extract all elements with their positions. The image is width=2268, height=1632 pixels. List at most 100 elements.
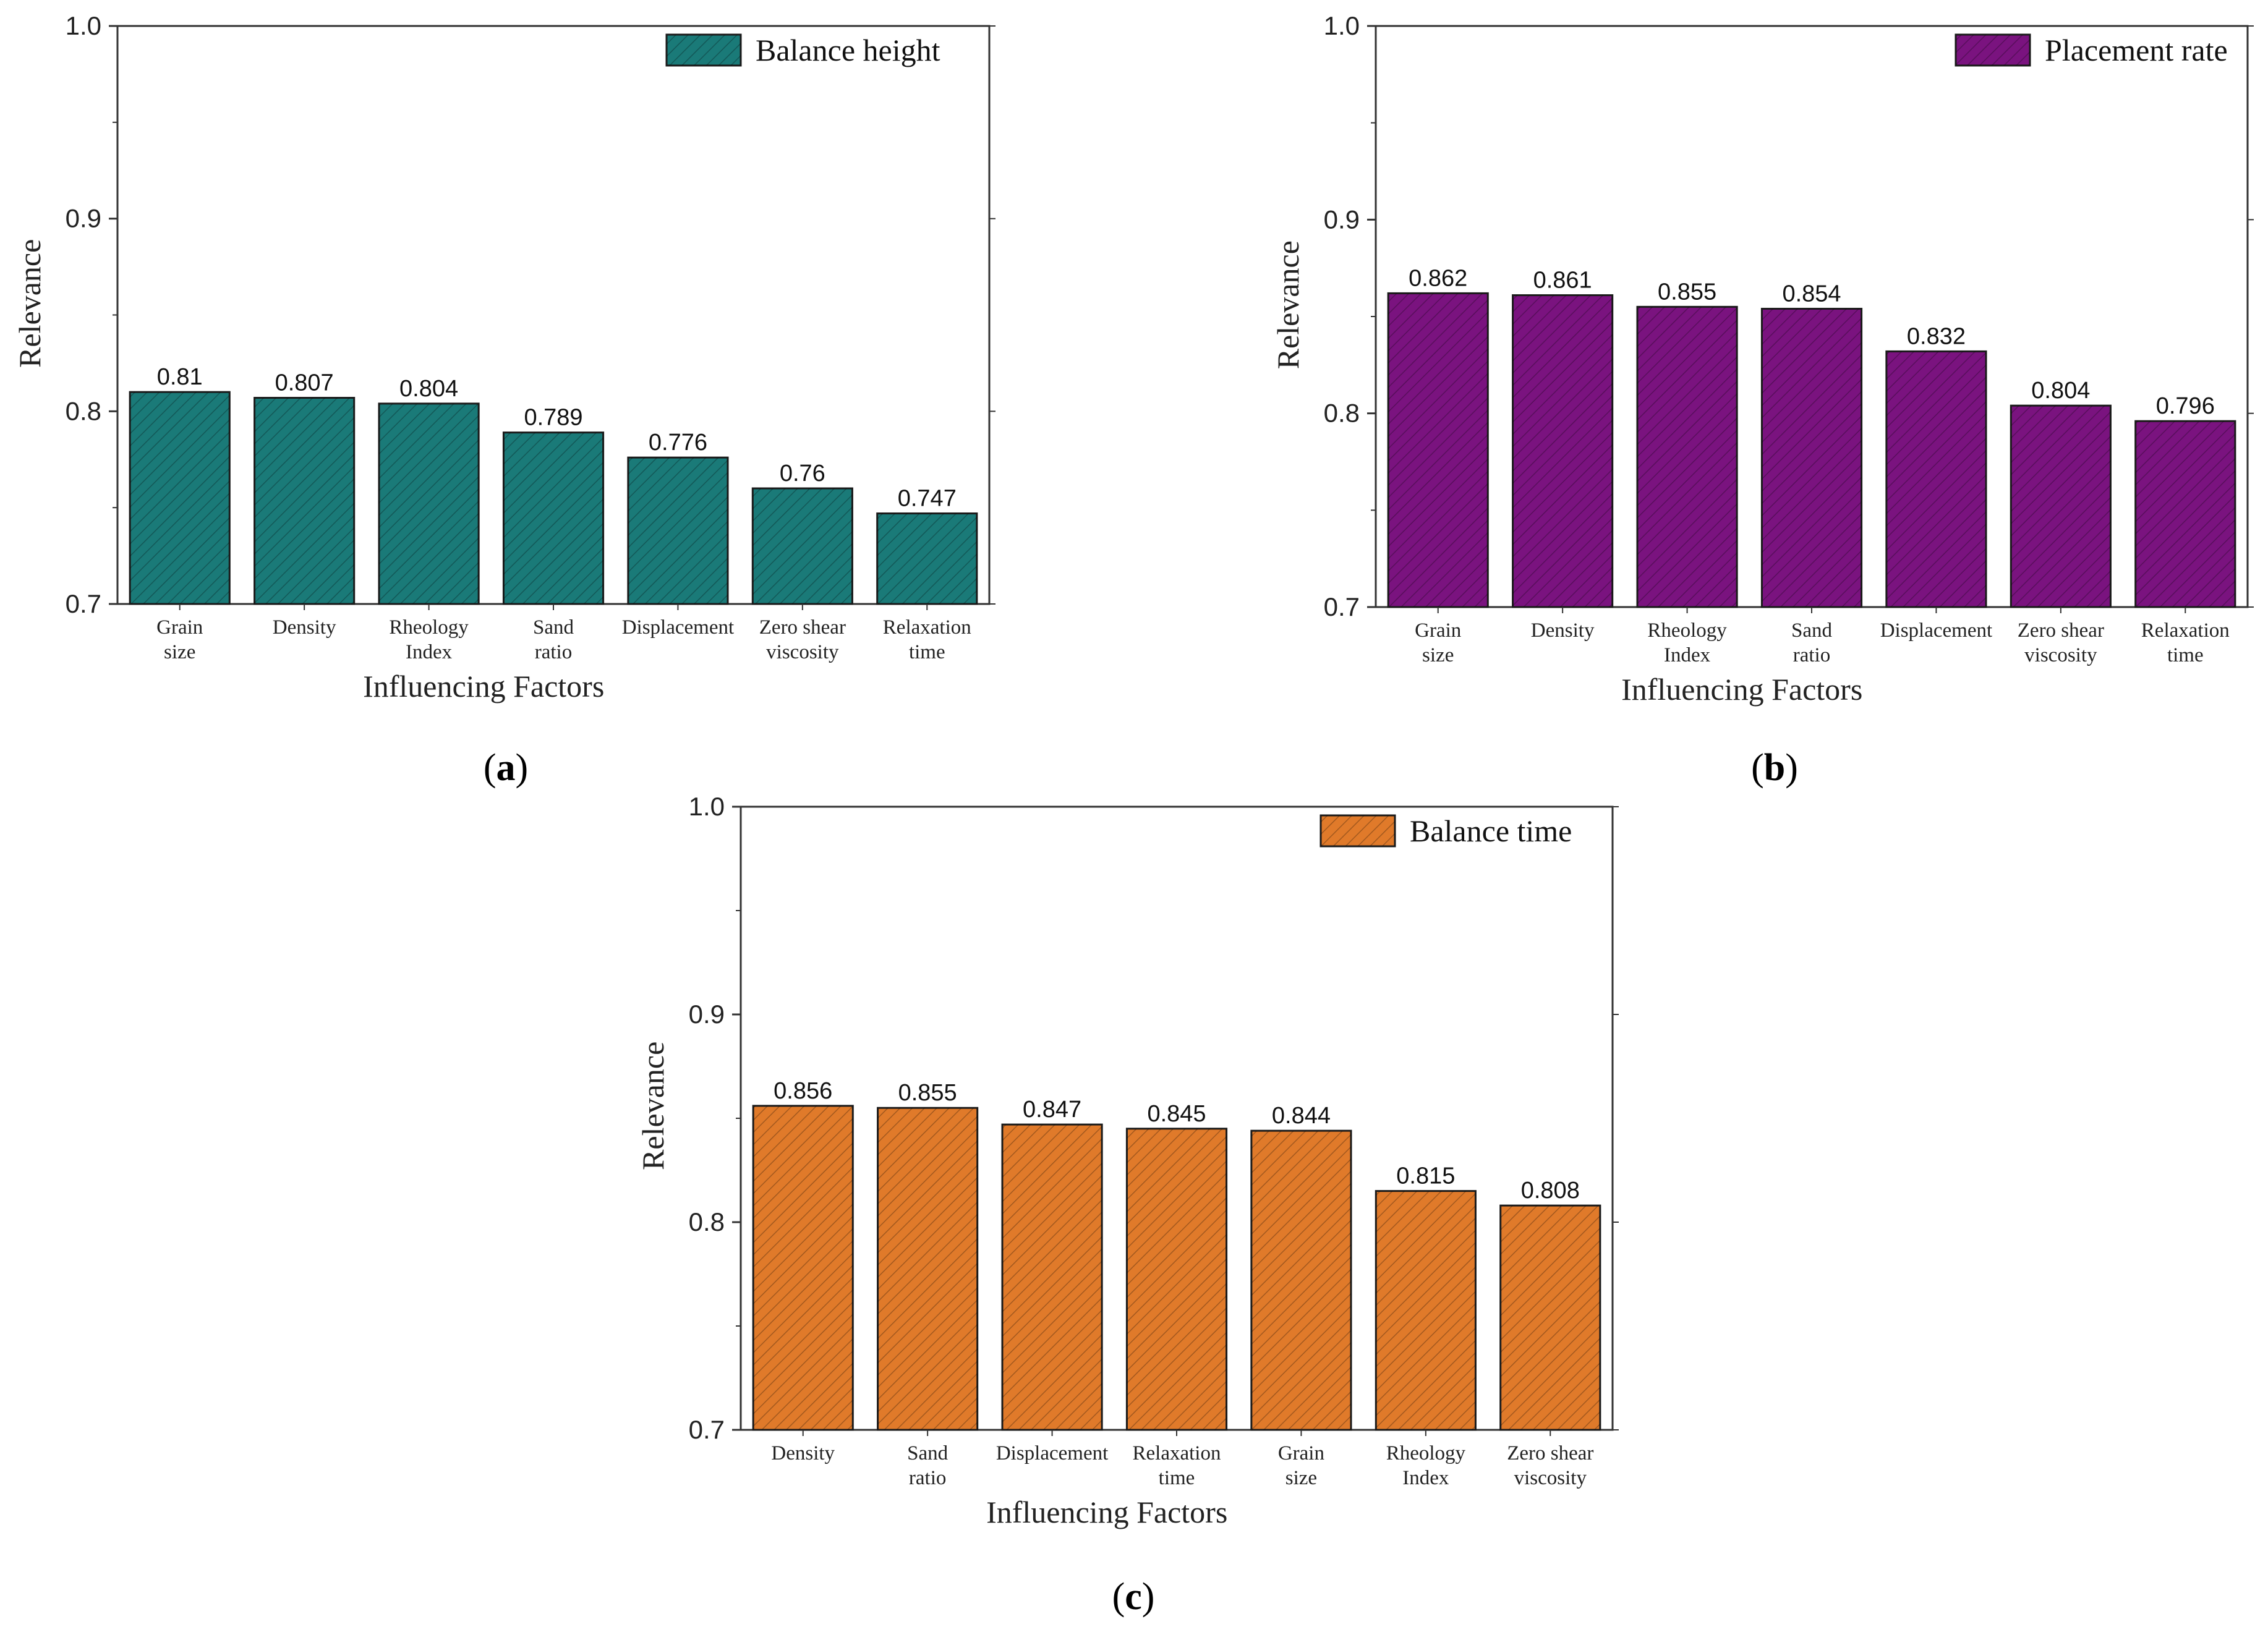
bar-value-label: 0.807: [275, 370, 334, 396]
y-tick-label: 0.8: [66, 396, 101, 425]
legend-swatch-hatch: [667, 35, 741, 66]
bar-hatch: [877, 513, 977, 604]
bar-hatch: [1500, 1205, 1600, 1430]
x-tick-label: Sand: [533, 616, 574, 639]
bar-hatch: [130, 392, 230, 604]
y-axis-title: Relevance: [12, 239, 47, 368]
y-tick-label: 0.8: [1324, 399, 1360, 428]
y-tick-label: 0.9: [66, 204, 101, 233]
bar-hatch: [503, 432, 603, 604]
x-tick-label: Relaxation: [883, 616, 971, 639]
x-tick-label: time: [909, 641, 945, 663]
bar-hatch: [1512, 295, 1613, 607]
y-tick-label: 0.8: [689, 1207, 725, 1236]
x-tick-label: Rheology: [389, 616, 469, 639]
y-tick-label: 1.0: [1324, 11, 1360, 40]
x-tick-label: size: [1285, 1467, 1317, 1489]
y-tick-label: 0.9: [1324, 205, 1360, 234]
bar-value-label: 0.789: [524, 405, 582, 431]
bar-hatch: [753, 1105, 853, 1430]
x-tick-label: Density: [771, 1442, 835, 1464]
bar-value-label: 0.862: [1409, 265, 1467, 291]
x-axis-title: Influencing Factors: [363, 669, 604, 703]
bar-value-label: 0.815: [1396, 1163, 1455, 1189]
x-tick-label: Zero shear: [759, 616, 846, 639]
x-tick-label: Density: [1531, 619, 1595, 642]
legend: Balance height: [662, 28, 987, 70]
x-tick-label: Index: [1402, 1467, 1449, 1489]
x-tick-label: Sand: [1791, 619, 1833, 642]
legend-label: Balance height: [756, 33, 940, 67]
x-tick-label: Displacement: [996, 1442, 1108, 1464]
bar-hatch: [1762, 308, 1862, 607]
panel-caption: (a): [484, 747, 528, 789]
x-tick-label: Index: [406, 641, 453, 663]
bar-hatch: [1388, 293, 1488, 607]
bar-hatch: [752, 488, 853, 604]
bar-hatch: [1002, 1124, 1102, 1430]
x-tick-label: Displacement: [622, 616, 734, 639]
bar-value-label: 0.804: [2031, 378, 2090, 404]
bar-hatch: [1127, 1128, 1227, 1430]
bar-value-label: 0.844: [1272, 1103, 1331, 1129]
bar-hatch: [1376, 1191, 1476, 1430]
bar-value-label: 0.847: [1023, 1097, 1081, 1123]
x-axis-title: Influencing Factors: [986, 1495, 1227, 1529]
x-tick-label: size: [164, 641, 195, 663]
legend-swatch-hatch: [1956, 35, 2030, 66]
x-tick-label: Zero shear: [1507, 1442, 1593, 1464]
x-tick-label: ratio: [909, 1467, 946, 1489]
y-tick-label: 0.9: [689, 1000, 725, 1029]
bar-hatch: [628, 457, 728, 604]
x-tick-label: size: [1422, 644, 1454, 666]
bar-hatch: [254, 397, 354, 604]
bar-value-label: 0.796: [2156, 393, 2215, 419]
y-tick-label: 0.7: [1324, 592, 1360, 621]
x-tick-label: Relaxation: [1133, 1442, 1221, 1464]
bar-value-label: 0.855: [1658, 279, 1716, 305]
x-tick-label: Grain: [1278, 1442, 1324, 1464]
x-tick-label: ratio: [535, 641, 572, 663]
bar-hatch: [1251, 1131, 1351, 1430]
x-tick-label: Relaxation: [2141, 619, 2230, 642]
bar-value-label: 0.747: [898, 486, 957, 512]
legend-label: Balance time: [1410, 814, 1572, 848]
bar-value-label: 0.776: [649, 430, 707, 456]
y-tick-label: 1.0: [689, 792, 725, 821]
bar-value-label: 0.861: [1533, 268, 1592, 294]
bar-value-label: 0.804: [399, 376, 458, 402]
y-tick-label: 0.7: [66, 589, 101, 618]
x-tick-label: ratio: [1793, 644, 1830, 666]
chart-panel-c: 0.7 0.8 0.9 1.0 0.856 Density 0.855 Sand ratio 0.…: [636, 792, 1619, 1618]
x-tick-label: time: [1159, 1467, 1195, 1489]
bar-value-label: 0.808: [1521, 1178, 1580, 1204]
legend-label: Placement rate: [2045, 33, 2228, 67]
panel-caption: (c): [1112, 1576, 1155, 1618]
bar-value-label: 0.76: [780, 461, 825, 487]
x-tick-label: viscosity: [766, 641, 839, 663]
x-tick-label: Grain: [1415, 619, 1461, 642]
x-tick-label: Rheology: [1647, 619, 1727, 642]
bar-hatch: [1886, 351, 1986, 607]
panel-caption: (b): [1751, 747, 1798, 789]
y-axis-title: Relevance: [1271, 240, 1305, 369]
bar-hatch: [379, 403, 479, 604]
x-tick-label: Grain: [156, 616, 203, 639]
x-axis-title: Influencing Factors: [1621, 672, 1862, 707]
legend: Placement rate: [1951, 28, 2245, 70]
bar-value-label: 0.845: [1147, 1101, 1206, 1127]
bar-value-label: 0.855: [898, 1080, 957, 1106]
x-tick-label: Density: [273, 616, 336, 639]
bar-hatch: [2011, 406, 2111, 607]
bar-value-label: 0.854: [1782, 281, 1841, 307]
y-tick-label: 1.0: [66, 11, 101, 40]
bar-hatch: [877, 1108, 978, 1430]
x-tick-label: time: [2167, 644, 2204, 666]
bar-hatch: [2135, 421, 2235, 607]
x-tick-label: Sand: [907, 1442, 949, 1464]
x-tick-label: Displacement: [1880, 619, 1992, 642]
x-tick-label: Rheology: [1386, 1442, 1466, 1464]
